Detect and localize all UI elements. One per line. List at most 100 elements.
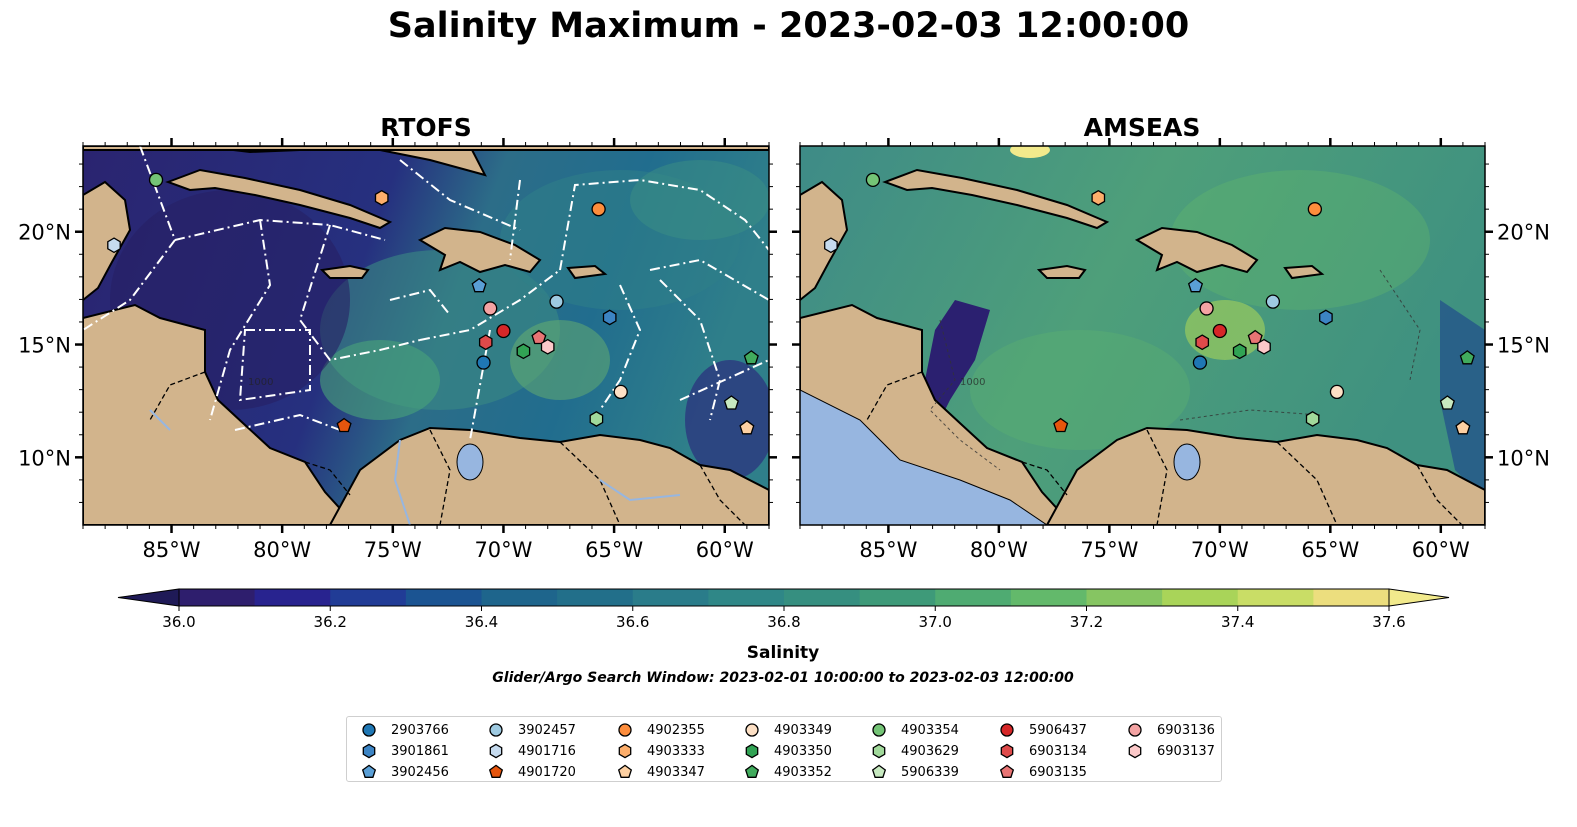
colorbar-over-arrow: [1388, 588, 1450, 607]
lon-tick-label: 80°W: [970, 538, 1028, 562]
colorbar-segment: [481, 589, 558, 606]
legend-label: 5906437: [1029, 722, 1087, 738]
legend-item: 6903135: [999, 762, 1087, 782]
legend-label: 2903766: [391, 722, 449, 738]
legend-label: 4901716: [518, 743, 576, 759]
legend-label: 4903349: [774, 722, 832, 738]
float-marker-4903629: [589, 411, 604, 427]
legend-marker: [745, 743, 759, 759]
legend-item: 4903354: [871, 720, 959, 740]
float-marker-2903766: [476, 355, 491, 370]
legend-marker-hexagon-icon: [489, 743, 503, 759]
legend-label: 6903134: [1029, 743, 1087, 759]
colorbar-tick-label: 36.8: [767, 613, 800, 631]
legend-item: 6903134: [999, 741, 1087, 761]
legend-label: 4901720: [518, 764, 576, 780]
contour-label: 1000: [248, 377, 273, 388]
lon-tick-label: 75°W: [1080, 538, 1138, 562]
legend-item: 3901861: [361, 741, 449, 761]
legend-label: 4902355: [647, 722, 705, 738]
float-marker-4903629: [1305, 411, 1320, 427]
legend-marker: [488, 764, 504, 778]
colorbar-tick-label: 36.6: [616, 613, 649, 631]
search-window-text: Glider/Argo Search Window: 2023-02-01 10…: [492, 670, 1074, 686]
float-marker-4903333: [1091, 189, 1106, 206]
legend-marker: [872, 743, 886, 759]
float-marker-6903137: [540, 338, 555, 355]
legend-marker: [872, 723, 886, 737]
colorbar-segment: [784, 589, 861, 606]
amseas-axis-ticks: 85°W 80°W 75°W 70°W 65°W 60°W 20°N 15°N 10°N: [792, 138, 1550, 562]
colorbar-segment: [1237, 589, 1314, 606]
legend-item: 6903136: [1127, 720, 1215, 740]
colorbar-tick-label: 37.6: [1372, 613, 1405, 631]
float-marker-3902456: [1187, 277, 1204, 293]
lon-tick-label: 65°W: [1301, 538, 1359, 562]
colorbar-tick-label: 37.4: [1221, 613, 1254, 631]
float-marker-4903349: [1329, 384, 1345, 400]
float-legend: 2903766 3901861 3902456 3902457 4901716 49017…: [346, 716, 1222, 782]
float-marker-4901720: [1053, 417, 1069, 433]
colorbar-tick-label: 37.2: [1070, 613, 1103, 631]
float-marker-4903349: [613, 384, 628, 400]
lat-tick-label: 20°N: [1497, 221, 1550, 245]
float-marker-6903137: [1257, 338, 1271, 355]
lon-tick-label: 60°W: [696, 538, 754, 562]
legend-marker-circle-icon: [618, 723, 632, 737]
colorbar-tick-label: 36.4: [465, 613, 498, 631]
legend-marker-hexagon-icon: [745, 743, 759, 759]
lon-tick-label: 70°W: [1191, 538, 1249, 562]
colorbar-segment: [254, 589, 331, 606]
float-marker-5906339: [723, 395, 739, 410]
float-marker-5906437: [496, 323, 511, 339]
colorbar-segment: [708, 589, 785, 606]
legend-item: 4903333: [617, 741, 705, 761]
float-marker-4903354: [148, 172, 164, 187]
rtofs-axis-ticks: 85°W 80°W 75°W 70°W 65°W 60°W 20°N 15°N 10°N: [18, 138, 777, 562]
amseas-float-markers: [824, 172, 1475, 435]
float-marker-4901716: [107, 237, 121, 254]
float-marker-4903347: [1455, 419, 1471, 435]
legend-marker: [1000, 743, 1014, 759]
float-marker-6903136: [1199, 301, 1214, 316]
colorbar-segment: [1313, 589, 1390, 606]
float-marker-4902355: [591, 202, 606, 217]
legend-marker: [744, 764, 760, 778]
legend-item: 3902456: [361, 762, 449, 782]
legend-label: 4903333: [647, 743, 705, 759]
lon-tick-label: 65°W: [585, 538, 643, 562]
lon-tick-label: 75°W: [364, 538, 422, 562]
legend-label: 4903354: [901, 722, 959, 738]
colorbar-segment: [557, 589, 634, 606]
legend-marker: [1128, 723, 1142, 737]
legend-marker-hexagon-icon: [1000, 743, 1014, 759]
legend-marker: [361, 764, 377, 778]
lon-tick-label: 85°W: [143, 538, 201, 562]
float-marker-3902457: [549, 294, 564, 309]
legend-marker: [618, 723, 632, 737]
colorbar-segment: [1162, 589, 1239, 606]
float-marker-6903135: [531, 329, 547, 345]
legend-marker-circle-icon: [489, 723, 503, 737]
rtofs-float-markers: [107, 172, 759, 435]
figure-title: Salinity Maximum - 2023-02-03 12:00:00: [387, 6, 1190, 46]
float-marker-4903333: [374, 189, 389, 206]
float-marker-4902355: [1307, 202, 1323, 217]
lon-tick-label: 70°W: [474, 538, 532, 562]
colorbar-segment: [632, 589, 709, 606]
legend-marker-circle-icon: [1000, 723, 1014, 737]
rtofs-map-panel: RTOFS: [18, 113, 777, 562]
legend-marker-circle-icon: [1128, 723, 1142, 737]
legend-item: 4903347: [617, 762, 705, 782]
float-marker-4903350: [516, 343, 531, 360]
float-marker-4903352: [1459, 350, 1475, 365]
legend-label: 4903629: [901, 743, 959, 759]
amseas-map-panel: AMSEAS: [792, 113, 1550, 562]
lat-tick-label: 10°N: [18, 446, 71, 470]
legend-marker: [999, 764, 1015, 778]
lon-tick-label: 80°W: [253, 538, 311, 562]
legend-item: 4902355: [617, 720, 705, 740]
legend-marker-pentagon-icon: [871, 764, 887, 778]
float-marker-4903354: [865, 172, 881, 187]
rtofs-panel-title: RTOFS: [380, 113, 472, 142]
